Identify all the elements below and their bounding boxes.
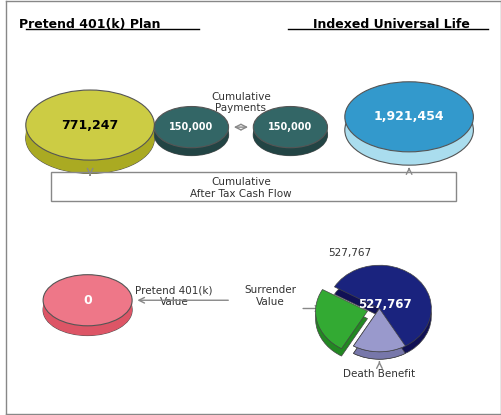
Text: Cumulative
After Tax Cash Flow: Cumulative After Tax Cash Flow xyxy=(190,177,291,198)
Polygon shape xyxy=(154,127,228,156)
Ellipse shape xyxy=(344,95,472,165)
Ellipse shape xyxy=(344,82,472,152)
Text: Indexed Universal Life: Indexed Universal Life xyxy=(313,17,469,31)
Polygon shape xyxy=(344,117,472,165)
Ellipse shape xyxy=(43,284,132,335)
Text: 150,000: 150,000 xyxy=(169,122,213,132)
Wedge shape xyxy=(353,308,405,352)
Text: 527,767: 527,767 xyxy=(328,248,371,258)
Wedge shape xyxy=(334,273,430,359)
Polygon shape xyxy=(26,125,154,173)
Text: 527,767: 527,767 xyxy=(357,298,410,311)
Ellipse shape xyxy=(253,115,327,156)
Ellipse shape xyxy=(154,115,228,156)
Ellipse shape xyxy=(43,275,132,326)
Ellipse shape xyxy=(253,107,327,148)
Bar xyxy=(51,173,455,201)
Wedge shape xyxy=(334,265,430,352)
Polygon shape xyxy=(253,127,327,156)
Text: Surrender
Value: Surrender Value xyxy=(244,286,296,307)
Ellipse shape xyxy=(26,103,154,173)
Text: 771,247: 771,247 xyxy=(61,119,118,132)
Wedge shape xyxy=(315,297,367,356)
Polygon shape xyxy=(43,300,132,335)
Text: 1,921,454: 1,921,454 xyxy=(373,110,443,123)
Ellipse shape xyxy=(154,107,228,148)
Text: Death Benefit: Death Benefit xyxy=(343,369,415,379)
Wedge shape xyxy=(315,290,367,349)
Ellipse shape xyxy=(26,90,154,160)
Text: Cumulative
Payments: Cumulative Payments xyxy=(210,92,270,113)
Text: 0: 0 xyxy=(83,294,92,307)
Text: Pretend 401(k)
Value: Pretend 401(k) Value xyxy=(135,286,212,307)
Wedge shape xyxy=(353,316,405,359)
Text: 150,000: 150,000 xyxy=(268,122,312,132)
Text: Pretend 401(k) Plan: Pretend 401(k) Plan xyxy=(20,17,160,31)
